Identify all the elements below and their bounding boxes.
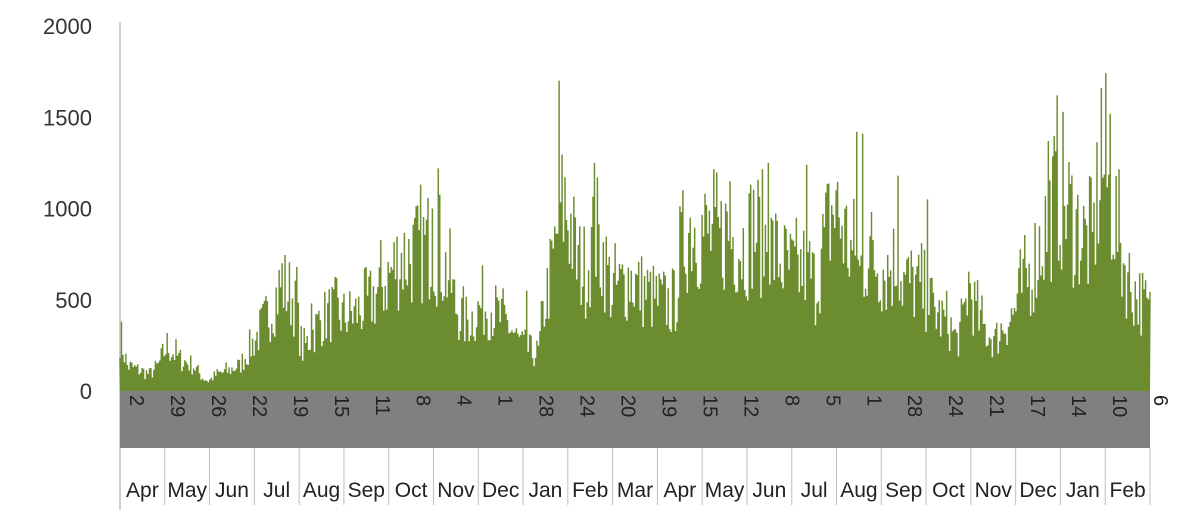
x-day-tick-label: 8 bbox=[412, 395, 434, 406]
x-day-tick-label: 22 bbox=[248, 395, 270, 417]
x-day-tick-label: 1 bbox=[494, 395, 516, 406]
y-tick-label: 1500 bbox=[43, 105, 92, 130]
x-month-label: Jan bbox=[529, 479, 563, 502]
x-month-label: Apr bbox=[663, 479, 696, 502]
series-area-path bbox=[119, 73, 1151, 392]
x-month-label: Feb bbox=[572, 479, 608, 502]
x-month-label: May bbox=[167, 479, 207, 502]
y-tick-label: 500 bbox=[55, 288, 92, 313]
x-day-tick-label: 2 bbox=[125, 395, 147, 406]
x-day-tick-label: 19 bbox=[289, 395, 311, 417]
day-tick-labels: 2 29 26 22 19 15 11 8 4 1 28 24 20 19 15 12 8 5 1 28 24 21 17 1… bbox=[125, 395, 1171, 417]
x-axis-band bbox=[120, 391, 1150, 448]
x-month-label: Jul bbox=[801, 479, 828, 502]
y-tick-label: 0 bbox=[80, 379, 92, 404]
x-axis-band-rect bbox=[120, 391, 1150, 448]
series-area bbox=[119, 73, 1151, 392]
x-day-tick-label: 15 bbox=[330, 395, 352, 417]
y-tick-label: 1000 bbox=[43, 197, 92, 222]
x-month-label: Aug bbox=[840, 479, 877, 502]
x-month-label: Mar bbox=[617, 479, 653, 502]
x-day-tick-label: 5 bbox=[821, 395, 843, 406]
month-separators bbox=[119, 448, 1151, 505]
x-day-tick-label: 8 bbox=[780, 395, 802, 406]
x-month-label: Jun bbox=[215, 479, 249, 502]
x-day-tick-label: 24 bbox=[576, 395, 598, 417]
x-day-tick-label: 29 bbox=[166, 395, 188, 417]
x-day-tick-label: 6 bbox=[1149, 395, 1171, 406]
x-day-tick-label: 19 bbox=[658, 395, 680, 417]
x-day-tick-label: 28 bbox=[535, 395, 557, 417]
x-month-label: Nov bbox=[975, 479, 1013, 502]
x-month-label: Sep bbox=[348, 479, 385, 502]
x-month-label: Apr bbox=[126, 479, 159, 502]
x-day-tick-label: 21 bbox=[985, 395, 1007, 417]
month-labels: Apr May Jun Jul Aug Sep Oct Nov Dec Jan Feb Mar Apr M… bbox=[126, 479, 1146, 502]
y-tick-label: 2000 bbox=[43, 14, 92, 39]
x-day-tick-label: 20 bbox=[617, 395, 639, 417]
x-month-label: Feb bbox=[1110, 479, 1146, 502]
x-day-tick-label: 15 bbox=[698, 395, 720, 417]
x-day-tick-label: 4 bbox=[453, 395, 475, 406]
x-month-label: Dec bbox=[482, 479, 519, 502]
x-month-label: May bbox=[705, 479, 745, 502]
x-day-tick-label: 1 bbox=[862, 395, 884, 406]
x-month-label: Jan bbox=[1066, 479, 1100, 502]
x-day-tick-label: 14 bbox=[1067, 395, 1089, 417]
x-day-tick-label: 11 bbox=[371, 395, 393, 416]
x-day-tick-label: 24 bbox=[944, 395, 966, 417]
x-month-label: Dec bbox=[1019, 479, 1056, 502]
x-month-label: Oct bbox=[395, 479, 428, 502]
x-day-tick-label: 26 bbox=[207, 395, 229, 417]
x-month-label: Jul bbox=[263, 479, 290, 502]
x-day-tick-label: 10 bbox=[1108, 395, 1130, 417]
x-day-tick-label: 12 bbox=[739, 395, 761, 417]
x-day-tick-label: 28 bbox=[903, 395, 925, 417]
x-day-tick-label: 17 bbox=[1026, 395, 1048, 417]
y-tick-labels: 0 500 1000 1500 2000 bbox=[43, 14, 92, 404]
x-month-label: Jun bbox=[752, 479, 786, 502]
x-month-label: Nov bbox=[437, 479, 475, 502]
x-month-label: Sep bbox=[885, 479, 922, 502]
x-month-label: Oct bbox=[932, 479, 965, 502]
x-month-label: Aug bbox=[303, 479, 340, 502]
